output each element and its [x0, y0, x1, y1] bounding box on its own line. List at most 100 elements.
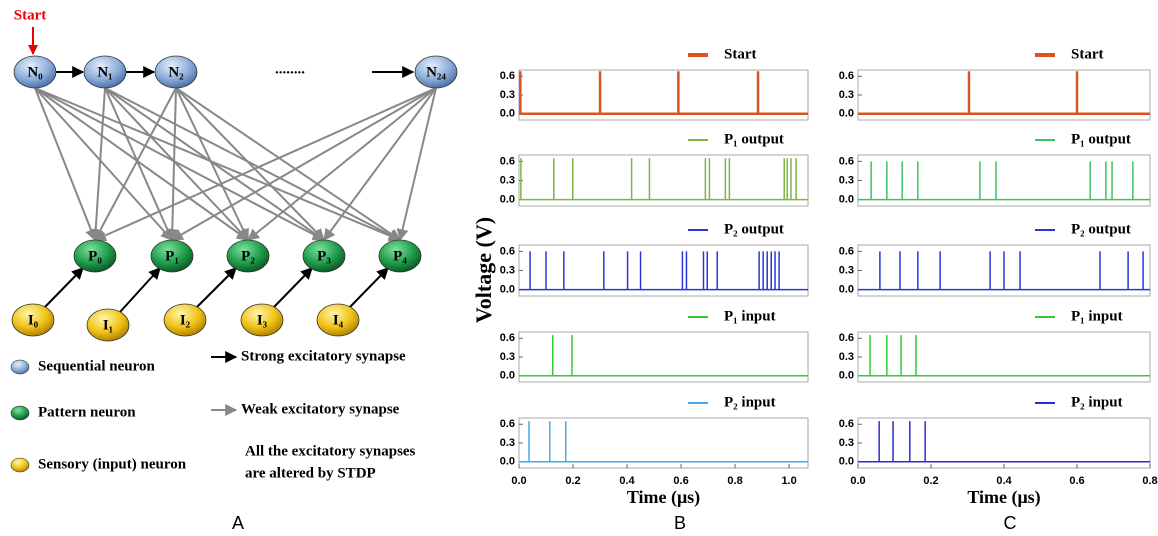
y-tick-label: 0.0 [500, 194, 515, 206]
x-axis-label: Time (μs) [627, 487, 700, 508]
weak-synapse [35, 88, 95, 240]
strong-synapse [350, 268, 388, 307]
weak-synapse [35, 88, 324, 240]
legend-label: P₁ input [724, 308, 776, 324]
x-tick-label: 0.2 [923, 475, 938, 487]
y-tick-label: 0.6 [839, 418, 854, 430]
strong-synapse [197, 268, 236, 307]
y-tick-label: 0.0 [839, 456, 854, 468]
panel-label: C [1004, 513, 1017, 533]
panel-label: B [674, 513, 686, 533]
pattern-neuron-label: P₂ [241, 248, 255, 264]
y-tick-label: 0.6 [839, 245, 854, 257]
y-tick-label: 0.6 [500, 418, 515, 430]
weak-synapse [105, 88, 248, 240]
legend-label: Start [724, 46, 757, 62]
y-tick-label: 0.0 [839, 370, 854, 382]
panel-label: A [232, 513, 244, 533]
pattern-neuron-label: P₀ [88, 248, 102, 264]
x-tick-label: 0.2 [565, 475, 580, 487]
legend-icon [11, 458, 29, 472]
sensory-neuron-label: I₁ [103, 317, 113, 333]
x-tick-label: 0.8 [1142, 475, 1157, 487]
pattern-neuron-label: P₁ [165, 248, 179, 264]
legend-label: P₁ output [724, 131, 784, 147]
sensory-neuron-label: I₄ [333, 312, 344, 328]
legend-label: P₁ input [1071, 308, 1123, 324]
legend-label: P₂ input [1071, 394, 1123, 410]
y-tick-label: 0.3 [500, 89, 515, 101]
weak-synapse [95, 88, 176, 240]
x-tick-label: 0.4 [619, 475, 635, 487]
y-tick-label: 0.3 [839, 89, 854, 101]
y-tick-label: 0.0 [500, 456, 515, 468]
weak-synapse [95, 88, 436, 240]
y-tick-label: 0.6 [500, 245, 515, 257]
sensory-neuron-label: I₂ [180, 312, 191, 328]
sensory-neuron-label: I₀ [28, 312, 39, 328]
y-tick-label: 0.3 [839, 437, 854, 449]
x-axis-label: Time (μs) [967, 487, 1040, 508]
sequential-neuron-label: N₁ [97, 64, 112, 80]
legend-note: are altered by STDP [245, 465, 376, 481]
x-tick-label: 0.8 [727, 475, 742, 487]
strong-synapse [45, 268, 83, 307]
legend-label: P₂ output [724, 221, 784, 237]
legend-text: Sequential neuron [38, 358, 155, 374]
legend-text: Weak excitatory synapse [241, 401, 400, 417]
y-tick-label: 0.6 [839, 70, 854, 82]
pattern-neuron-label: P₃ [317, 248, 331, 264]
sequential-neuron-label: N₂ [168, 64, 184, 80]
y-tick-label: 0.3 [500, 174, 515, 186]
pattern-neuron-label: P₄ [393, 248, 407, 264]
legend-icon [11, 360, 29, 374]
y-tick-label: 0.6 [839, 155, 854, 167]
plot-frame [519, 245, 808, 296]
weak-synapse [176, 88, 324, 240]
y-tick-label: 0.0 [500, 108, 515, 120]
y-tick-label: 0.6 [839, 332, 854, 344]
y-tick-label: 0.0 [500, 370, 515, 382]
x-tick-label: 0.6 [673, 475, 688, 487]
y-tick-label: 0.3 [500, 437, 515, 449]
x-tick-label: 0.6 [1069, 475, 1084, 487]
legend-note: All the excitatory synapses [245, 443, 416, 459]
x-tick-label: 1.0 [781, 475, 796, 487]
sequential-neuron-label: N₂₄ [426, 64, 446, 80]
y-tick-label: 0.3 [839, 174, 854, 186]
legend-label: P₂ output [1071, 221, 1131, 237]
figure: ........StartN₀N₁N₂N₂₄P₀P₁P₂P₃P₄I₀I₁I₂I₃… [0, 0, 1158, 536]
y-tick-label: 0.0 [839, 194, 854, 206]
x-tick-label: 0.0 [511, 475, 526, 487]
legend-label: Start [1071, 46, 1104, 62]
legend-label: P₂ input [724, 394, 776, 410]
start-label: Start [14, 7, 47, 23]
charts: 0.0 0.3 0.6 Start 0.0 0.3 0.6 P₁ output 0.0 0.3 0.… [500, 46, 1158, 508]
legend-text: Sensory (input) neuron [38, 456, 187, 472]
strong-synapse [120, 268, 160, 312]
legend-text: Pattern neuron [38, 404, 136, 420]
y-tick-label: 0.3 [500, 351, 515, 363]
y-tick-label: 0.0 [839, 284, 854, 296]
ellipsis: ........ [275, 61, 305, 77]
y-axis-label: Voltage (V) [471, 217, 496, 323]
y-tick-label: 0.0 [839, 108, 854, 120]
x-tick-label: 0.0 [850, 475, 865, 487]
y-tick-label: 0.6 [500, 155, 515, 167]
y-tick-label: 0.6 [500, 70, 515, 82]
y-tick-label: 0.3 [839, 264, 854, 276]
y-tick-label: 0.6 [500, 332, 515, 344]
sensory-neuron-label: I₃ [257, 312, 268, 328]
x-tick-label: 0.4 [996, 475, 1012, 487]
plot-frame [519, 418, 808, 468]
plot-frame [519, 155, 808, 206]
plot-frame [519, 332, 808, 382]
y-tick-label: 0.0 [500, 284, 515, 296]
y-tick-label: 0.3 [839, 351, 854, 363]
y-tick-label: 0.3 [500, 264, 515, 276]
legend-icon [11, 406, 29, 420]
legend-label: P₁ output [1071, 131, 1131, 147]
plot-frame [858, 418, 1150, 468]
strong-synapse [274, 268, 312, 307]
